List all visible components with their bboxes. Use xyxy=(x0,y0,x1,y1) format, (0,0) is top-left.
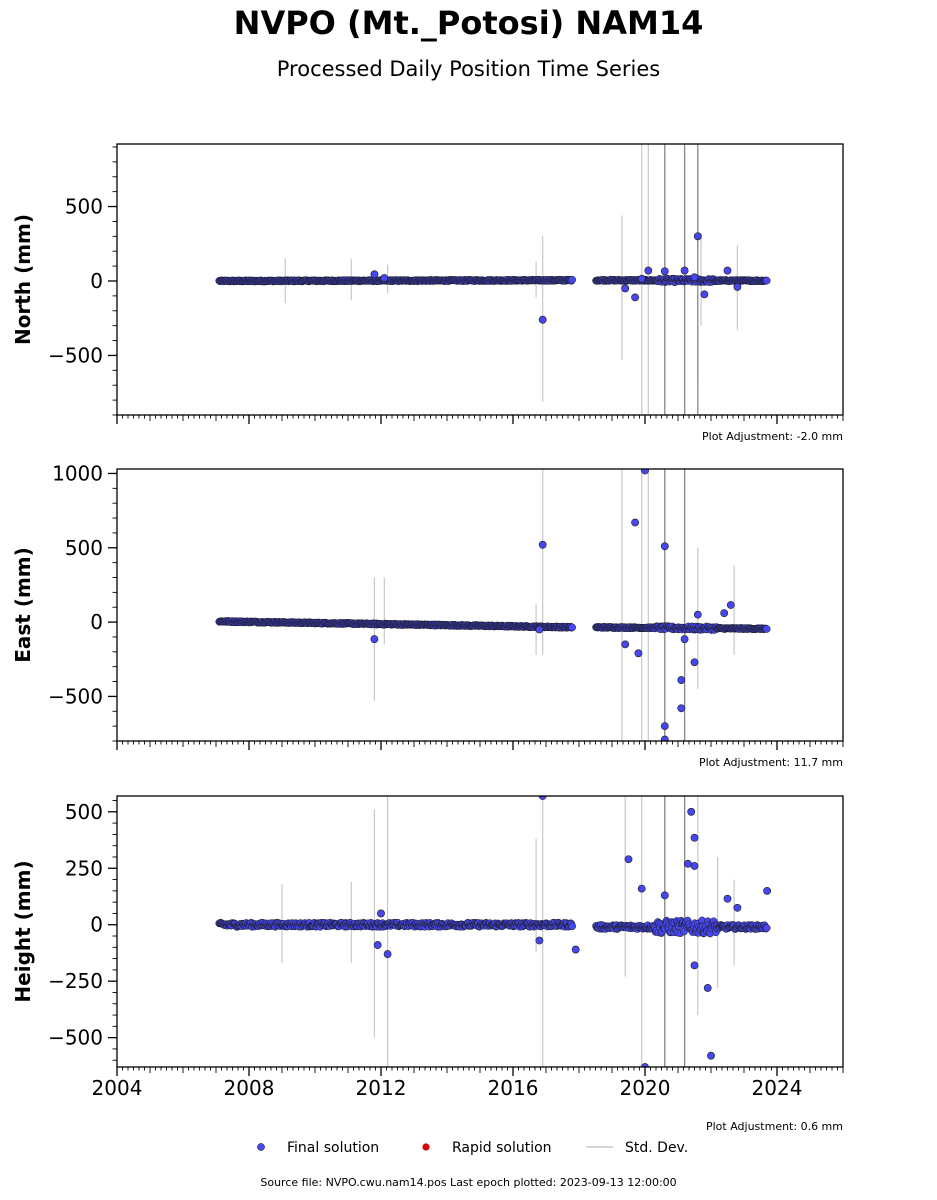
final-solution-point xyxy=(571,945,580,954)
final-solution-point xyxy=(762,276,771,285)
final-solution-point xyxy=(373,941,382,949)
final-solution-point xyxy=(568,922,576,931)
plot-area xyxy=(215,144,771,415)
final-solution-point xyxy=(677,704,686,713)
final-solution-point xyxy=(720,609,729,618)
final-solution-point xyxy=(687,807,696,816)
y-axis-label: East (mm) xyxy=(11,547,35,663)
final-solution-point xyxy=(690,961,699,970)
final-solution-point xyxy=(641,469,649,475)
final-solution-point xyxy=(690,273,699,282)
final-solution-point xyxy=(726,601,735,609)
y-tick-label: 250 xyxy=(65,856,103,880)
legend-label: Rapid solution xyxy=(452,1140,552,1156)
panel-2: 2004 2008 2012 2016 2020 2024 −500 −250 0 250 500 H… xyxy=(11,795,844,1133)
rapid-solution-legend-marker xyxy=(422,1143,430,1151)
final-solution-point xyxy=(377,909,385,918)
final-solution-point xyxy=(641,1063,649,1067)
final-solution-point xyxy=(680,635,689,644)
final-solution-point xyxy=(535,936,544,945)
final-solution-point xyxy=(370,635,379,644)
plot-adjustment-note: Plot Adjustment: 11.7 mm xyxy=(699,756,843,769)
y-tick-label: −500 xyxy=(48,684,103,708)
plot-adjustment-note: Plot Adjustment: 0.6 mm xyxy=(706,1120,843,1133)
final-solution-point xyxy=(370,270,379,279)
x-tick-label: 2016 xyxy=(488,1076,539,1100)
final-solution-point xyxy=(660,722,669,731)
final-solution-point xyxy=(733,903,742,912)
final-solution-point xyxy=(538,540,547,549)
final-solution-point xyxy=(690,862,699,870)
y-axis-label: Height (mm) xyxy=(11,860,35,1002)
plot-area xyxy=(215,469,771,741)
final-solution-point xyxy=(690,833,699,842)
panel-1: −500 0 500 1000 East (mm) Plot Adjustment: 11… xyxy=(11,461,844,769)
x-tick-label: 2020 xyxy=(620,1076,671,1100)
final-solution-point xyxy=(723,266,732,275)
final-solution-point xyxy=(693,232,702,241)
final-solution-point xyxy=(680,266,689,275)
final-solution-point xyxy=(637,274,646,283)
y-tick-label: 500 xyxy=(65,536,103,560)
final-solution-point xyxy=(631,293,639,302)
y-tick-label: −500 xyxy=(48,343,103,367)
panel-0: −500 0 500 North (mm) Plot Adjustment: -2.0 … xyxy=(11,143,844,443)
final-solution-point xyxy=(383,950,392,958)
y-tick-label: 500 xyxy=(65,195,103,219)
final-solution-point xyxy=(684,859,692,868)
final-solution-point xyxy=(707,1051,715,1060)
final-solution-point xyxy=(762,924,771,932)
final-solution-point xyxy=(538,315,547,324)
final-solution-point xyxy=(380,274,389,282)
chart-title: NVPO (Mt._Potosi) NAM14 xyxy=(233,4,704,42)
y-tick-label: 0 xyxy=(90,269,103,293)
final-solution-point xyxy=(621,284,630,293)
final-solution-point xyxy=(723,894,732,903)
x-tick-label: 2004 xyxy=(92,1076,143,1100)
source-footer: Source file: NVPO.cwu.nam14.pos Last epo… xyxy=(260,1176,677,1189)
final-solution-point xyxy=(634,649,643,658)
y-tick-label: 1000 xyxy=(52,461,103,485)
y-tick-label: 0 xyxy=(90,913,103,937)
final-solution-point xyxy=(535,625,544,634)
final-solution-point xyxy=(624,855,633,864)
legend-label: Std. Dev. xyxy=(625,1140,688,1156)
final-solution-point xyxy=(621,640,630,649)
final-solution-point xyxy=(700,290,709,299)
plot-area xyxy=(215,796,771,1067)
final-solution-point xyxy=(660,891,669,900)
final-solution-point xyxy=(693,610,702,619)
final-solution-point xyxy=(762,625,771,633)
final-solution-point xyxy=(660,735,669,741)
x-tick-label: 2008 xyxy=(224,1076,275,1100)
final-solution-point xyxy=(763,886,771,895)
final-solution-point xyxy=(637,884,646,893)
final-solution-point xyxy=(631,518,639,527)
y-tick-label: −250 xyxy=(48,969,103,993)
legend: Final solution Rapid solution Std. Dev. xyxy=(257,1140,688,1156)
chart-subtitle: Processed Daily Position Time Series xyxy=(276,57,661,81)
final-solution-point xyxy=(677,676,686,684)
x-tick-label: 2024 xyxy=(752,1076,803,1100)
final-solution-point xyxy=(568,275,576,284)
final-solution-point xyxy=(568,623,576,632)
y-tick-label: 500 xyxy=(65,800,103,824)
y-tick-label: 0 xyxy=(90,610,103,634)
final-solution-point xyxy=(660,542,669,551)
y-axis-label: North (mm) xyxy=(11,214,35,345)
final-solution-legend-marker xyxy=(257,1143,265,1151)
final-solution-point xyxy=(644,266,653,275)
final-solution-point xyxy=(703,984,712,992)
final-solution-point xyxy=(690,658,699,667)
plot-adjustment-note: Plot Adjustment: -2.0 mm xyxy=(702,430,843,443)
final-solution-point xyxy=(660,267,669,276)
legend-label: Final solution xyxy=(287,1140,379,1156)
x-tick-label: 2012 xyxy=(356,1076,407,1100)
y-tick-label: −500 xyxy=(48,1026,103,1050)
final-solution-point xyxy=(733,283,742,291)
